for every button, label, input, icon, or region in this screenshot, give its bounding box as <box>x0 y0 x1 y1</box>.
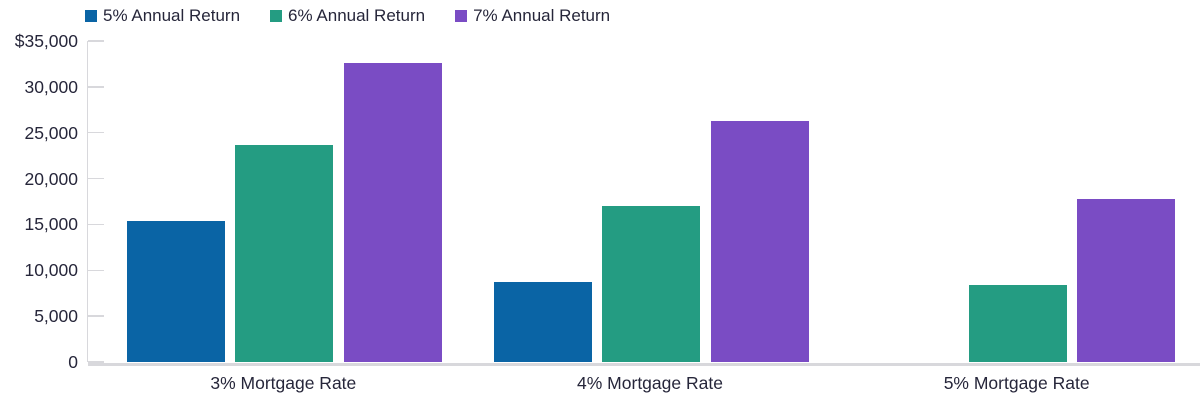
legend: 5% Annual Return 6% Annual Return 7% Annua… <box>85 7 610 25</box>
y-axis-tick <box>88 315 104 317</box>
y-axis-tick <box>88 223 104 226</box>
y-axis-label: 30,000 <box>24 76 78 97</box>
x-axis-label: 3% Mortgage Rate <box>210 373 357 393</box>
plot-area <box>87 40 1200 366</box>
legend-label: 6% Annual Return <box>288 6 426 25</box>
y-axis-tick <box>88 131 104 134</box>
legend-label: 7% Annual Return <box>473 6 611 25</box>
y-axis-label: 5,000 <box>34 306 78 327</box>
y-axis-tick <box>88 269 104 272</box>
bar-4pct-mortgage-rate-6pct-annual-return <box>602 206 700 362</box>
bar-4pct-mortgage-rate-5pct-annual-return <box>493 282 592 362</box>
legend-swatch-icon <box>455 10 468 22</box>
bar-4pct-mortgage-rate-7pct-annual-return <box>710 120 809 362</box>
legend-item-6pct-annual-return: 6% Annual Return <box>270 7 425 25</box>
y-axis-label: 15,000 <box>24 214 78 235</box>
y-axis-label: 0 <box>68 352 78 372</box>
y-axis-tick <box>88 177 104 180</box>
legend-swatch-icon <box>270 10 283 22</box>
legend-swatch-icon <box>85 10 97 22</box>
y-axis-label: 20,000 <box>24 168 78 189</box>
y-axis-tick <box>88 40 104 42</box>
y-axis-label: 25,000 <box>24 122 78 143</box>
legend-label: 5% Annual Return <box>103 6 241 25</box>
y-axis-label: 10,000 <box>24 260 78 281</box>
x-axis-line <box>88 363 1200 366</box>
bar-3pct-mortgage-rate-6pct-annual-return <box>235 145 334 362</box>
bar-5pct-mortgage-rate-7pct-annual-return <box>1077 199 1176 362</box>
bar-3pct-mortgage-rate-7pct-annual-return <box>343 62 442 362</box>
x-axis-label: 5% Mortgage Rate <box>943 373 1090 393</box>
legend-item-5pct-annual-return: 5% Annual Return <box>85 7 240 25</box>
y-axis-tick <box>88 86 104 88</box>
y-axis-label: $35,000 <box>14 31 78 51</box>
x-axis-label: 4% Mortgage Rate <box>577 373 723 393</box>
y-axis-tick <box>88 361 104 363</box>
legend-item-7pct-annual-return: 7% Annual Return <box>455 7 610 25</box>
bar-3pct-mortgage-rate-5pct-annual-return <box>126 220 225 362</box>
bar-5pct-mortgage-rate-6pct-annual-return <box>968 284 1067 362</box>
